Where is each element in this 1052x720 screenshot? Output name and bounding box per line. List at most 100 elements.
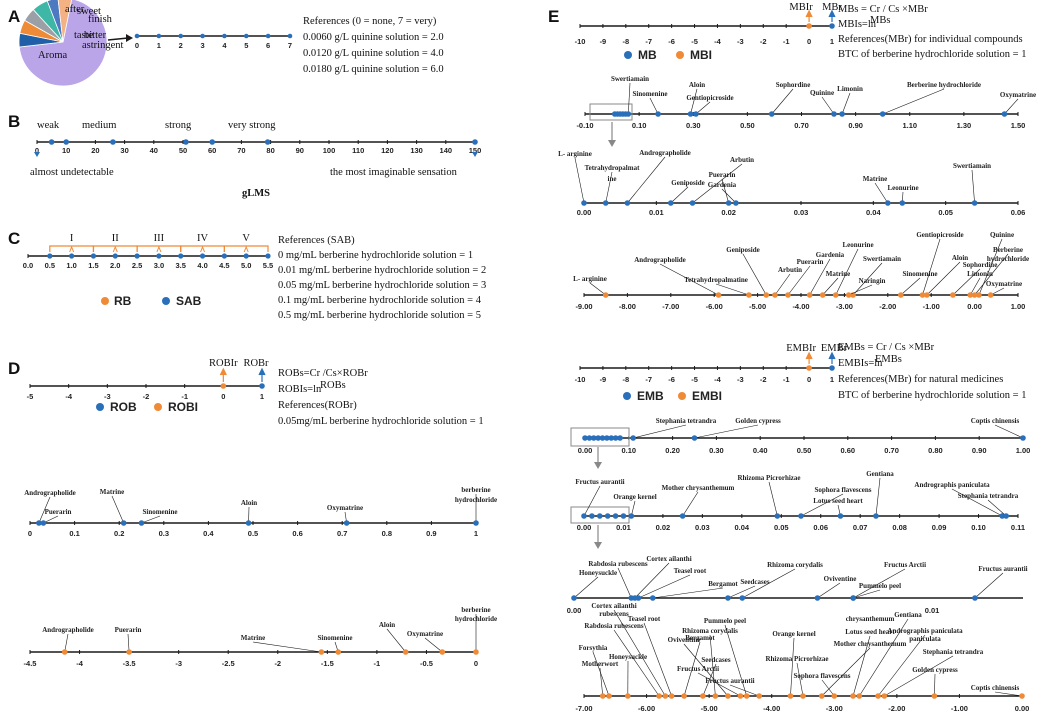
panel-e-emb2-tick-label: 0.00 xyxy=(577,523,592,532)
panel-e-embi-point xyxy=(625,693,631,699)
panel-e-embi-leader xyxy=(821,679,835,697)
panel-e-embi-point-label: Bergamot xyxy=(685,634,715,642)
panel-e-mb-point xyxy=(1001,111,1008,117)
panel-e-mb-point xyxy=(625,111,632,117)
panel-e-mbi-point-label: Aloin xyxy=(952,254,968,262)
panel-e-mbi-leader xyxy=(715,283,750,296)
panel-e-emb2-point-label: Rhizoma Picrorhizae xyxy=(737,474,800,482)
panel-d-tick-label: -4 xyxy=(65,392,72,401)
panel-e-mb2-leader xyxy=(627,156,666,204)
panel-e-mb2-leader xyxy=(721,188,737,204)
panel-e-emb-zoom-box xyxy=(570,427,630,447)
panel-e-embi-point-label: Lotus seed heart xyxy=(845,628,895,636)
panel-a-tick-dot xyxy=(178,33,184,39)
panel-e-emb2-point-label: Mother chrysanthemum xyxy=(662,484,735,492)
panel-b-point xyxy=(183,139,189,145)
panel-e-mbi-tick-label: -4.00 xyxy=(792,302,809,311)
panel-e-embi-leader xyxy=(877,634,926,697)
panel-e-mbi-leader xyxy=(589,282,606,296)
panel-d-robi-point-label: Aloin xyxy=(379,621,395,629)
panel-e-mb2-leader xyxy=(692,163,743,204)
panel-d-robi-tick-label: -3 xyxy=(175,659,182,668)
panel-e-embi-leader xyxy=(729,684,760,697)
panel-e-mb-tick-label: 0.30 xyxy=(686,121,701,130)
panel-d-robi-point-label: Matrine xyxy=(241,634,266,642)
panel-e-emb3-leader xyxy=(817,582,841,599)
panel-c-tick-label: 3.0 xyxy=(154,261,164,270)
panel-c-point xyxy=(178,253,184,259)
panel-e-mb2-tick-label: 0.03 xyxy=(794,208,809,217)
panel-c-legend-rb-text: RB xyxy=(114,294,132,308)
panel-e-mb2-point-label: Arbutin xyxy=(730,156,754,164)
panel-e-emb3-point-label: Honeysuckle xyxy=(579,569,617,577)
panel-b-tick-label: 60 xyxy=(208,146,216,155)
panel-e-mb-point-label: Swertiamain xyxy=(611,75,649,83)
panel-b-down-arrow xyxy=(34,152,40,157)
panel-e-emb-tick-label: 0.30 xyxy=(709,446,724,455)
panel-c-tick-label: 4.5 xyxy=(219,261,229,270)
panel-e-emb2-point xyxy=(679,513,686,519)
panel-d-tick-label: -2 xyxy=(143,392,150,401)
panel-e-mb2-point-label: Andrographolide xyxy=(639,149,691,157)
panel-e-top-tick-label: -5 xyxy=(691,37,698,46)
panel-e-mbi-tick-label: 1.00 xyxy=(1011,302,1026,311)
panel-e-mb-point-label: Limonin xyxy=(837,85,863,93)
panel-e-mbi-point-label: Swertiamain xyxy=(863,255,901,263)
panel-e-emb-top-tick-label: -4 xyxy=(714,375,721,384)
panel-e-mbi-point-label: Matrine xyxy=(826,270,851,278)
panel-e-embi-tick-label: -1.00 xyxy=(951,704,968,713)
panel-e-top-tick-label: -3 xyxy=(737,37,744,46)
panel-e-mb-leader xyxy=(771,88,794,115)
panel-e-emb2-tick-label: 0.05 xyxy=(774,523,789,532)
panel-c-point xyxy=(69,253,75,259)
panel-e-embi-tick-label: -3.00 xyxy=(826,704,843,713)
panel-e-mbi-point xyxy=(772,292,778,298)
panel-e-emb2-tick-label: 0.09 xyxy=(932,523,947,532)
panel-e-formula: EMBs = Cr / Cs ×MBr xyxy=(838,342,935,353)
panel-d-rob-point xyxy=(36,520,42,526)
panel-e-mb2-label-extra: ine xyxy=(608,175,617,183)
panel-e-mb-tick-label: 1.50 xyxy=(1011,121,1026,130)
panel-e-mbi-leader xyxy=(774,273,791,296)
panel-e-emb-top-tick-label: -8 xyxy=(622,375,629,384)
panel-c-reference: References (SAB) xyxy=(278,235,355,246)
panel-e-mbi-point xyxy=(976,292,982,298)
panel-e-emb2-tick-label: 0.11 xyxy=(1011,523,1025,532)
panel-d-legend-rob-text: ROB xyxy=(110,400,137,414)
panel-e-emb2-point-label: Gentiana xyxy=(866,470,894,478)
panel-e-emb2-tick-label: 0.02 xyxy=(656,523,671,532)
panel-e-embi-point xyxy=(931,693,938,699)
arrow-a-head xyxy=(126,34,133,42)
panel-e-emb2-tick-label: 0.10 xyxy=(971,523,986,532)
panel-c-point xyxy=(134,253,140,259)
panel-e-mbi-leader xyxy=(809,258,831,296)
panel-e-mbi-point-label: Oxymatrine xyxy=(986,280,1022,288)
panel-d-rob-tick-label: 0 xyxy=(28,529,32,538)
panel-e-top-tick-label: -4 xyxy=(714,37,721,46)
panel-e-mbi-tick-label: -6.00 xyxy=(706,302,723,311)
panel-e-mbi-point xyxy=(785,292,791,298)
panel-b-tick-label: 20 xyxy=(91,146,99,155)
panel-e-emb3-leader xyxy=(853,589,881,599)
panel-a-tick-dot xyxy=(287,33,293,39)
panel-e-formula: References(MBr) for natural medicines xyxy=(838,374,1003,385)
panel-e-emb-cluster xyxy=(590,435,597,441)
panel-a-tick-label: 6 xyxy=(266,41,270,50)
panel-e-mb-leader xyxy=(649,97,659,115)
panel-e-emb2-point-label: Stephania tetrandra xyxy=(958,492,1019,500)
panel-e-emb-cluster xyxy=(599,435,606,441)
panel-e-emb2-tick-label: 0.08 xyxy=(892,523,907,532)
panel-e-emb3-point xyxy=(571,595,577,601)
panel-e-emb2-leader xyxy=(768,481,778,517)
panel-b-tick-label: 110 xyxy=(352,146,364,155)
panel-e-emb-leader xyxy=(633,424,687,439)
panel-d-robi-point-label: Puerarin xyxy=(115,626,142,634)
panel-e-mbi-point-label: Limonin xyxy=(967,270,993,278)
panel-e-embi-point xyxy=(1019,693,1025,699)
panel-b-point xyxy=(209,139,215,145)
panel-e-embi-leader xyxy=(852,635,871,697)
panel-e-mb-point xyxy=(693,111,699,117)
panel-d-rob-tick-label: 0.5 xyxy=(248,529,258,538)
panel-e-top-tick-label: -9 xyxy=(600,37,607,46)
panel-b-bottom-label: almost undetectable xyxy=(30,167,114,178)
